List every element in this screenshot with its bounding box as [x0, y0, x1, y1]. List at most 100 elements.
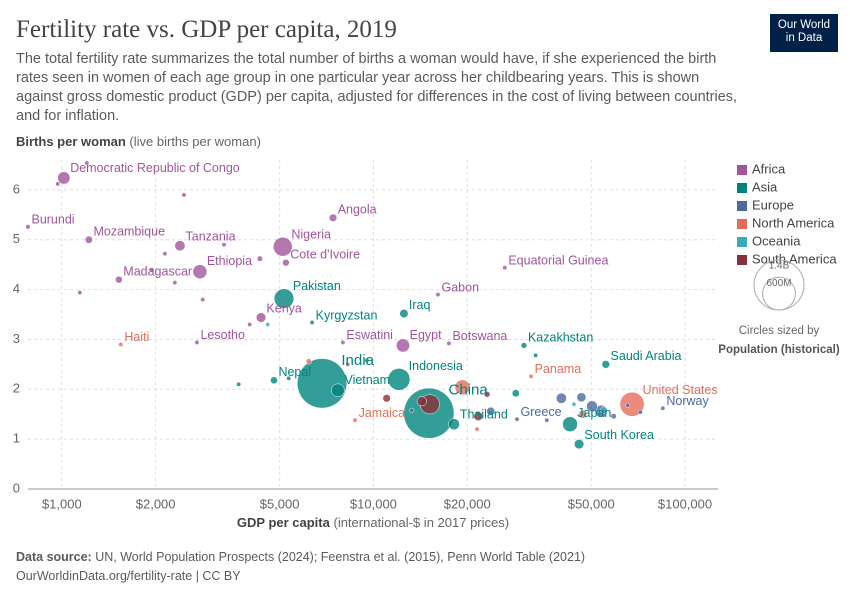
point — [448, 418, 460, 431]
point — [387, 368, 411, 391]
x-axis-note: (international-$ in 2017 prices) — [333, 515, 509, 530]
point — [286, 375, 292, 381]
point — [511, 389, 520, 398]
y-tick-label: 6 — [13, 181, 20, 196]
legend-label: North America — [752, 215, 835, 230]
y-axis-title: Births per woman — [16, 134, 126, 149]
legend-label: Europe — [752, 197, 794, 212]
point-label: Lesotho — [200, 328, 245, 342]
point-label: Norway — [666, 394, 709, 408]
legend-label: Oceania — [752, 233, 801, 248]
point — [396, 338, 410, 353]
point — [345, 361, 351, 367]
point-label: Cote d'Ivoire — [290, 248, 360, 262]
point-label: Eswatini — [346, 328, 393, 342]
source-label: Data source: — [16, 550, 92, 564]
logo[interactable]: Our World in Data — [770, 14, 838, 52]
point — [181, 192, 187, 198]
point — [514, 416, 520, 422]
x-axis-title: GDP per capita — [237, 515, 331, 530]
point — [84, 160, 90, 166]
point-label: Haiti — [124, 330, 149, 344]
point — [255, 312, 267, 323]
point — [221, 242, 227, 248]
point-label: Gabon — [441, 280, 479, 294]
point — [533, 352, 539, 358]
point — [162, 251, 168, 257]
legend-swatch — [737, 183, 747, 193]
point — [25, 224, 31, 230]
y-tick-label: 3 — [13, 331, 20, 346]
point — [247, 322, 253, 327]
point-label: United States — [643, 383, 718, 397]
point-label: India — [341, 352, 374, 369]
legend-label: Asia — [752, 179, 778, 194]
point — [574, 439, 585, 450]
url[interactable]: OurWorldinData.org/fertility-rate | CC B… — [16, 569, 241, 583]
point — [474, 426, 480, 432]
point — [57, 171, 71, 185]
legend-label: Africa — [752, 161, 786, 176]
point-label: Japan — [577, 406, 611, 420]
point-label: Burundi — [31, 212, 74, 226]
point-label: Kazakhstan — [528, 331, 593, 345]
legend-swatch — [737, 201, 747, 211]
x-tick-label: $5,000 — [260, 496, 300, 511]
point — [416, 396, 427, 407]
point — [600, 406, 608, 414]
size-legend-title: Circles sized by — [739, 325, 820, 337]
point — [399, 309, 409, 319]
point — [619, 391, 645, 417]
y-axis-note: (live births per woman) — [129, 134, 261, 149]
point-label: Tanzania — [186, 229, 236, 243]
legend-swatch — [737, 219, 747, 229]
point — [601, 360, 610, 369]
y-tick-label: 2 — [13, 381, 20, 396]
x-tick-label: $2,000 — [136, 496, 176, 511]
y-tick-label: 4 — [13, 281, 20, 296]
point-label: Nepal — [278, 365, 311, 379]
point — [446, 340, 452, 346]
logo-line: Our World — [777, 19, 831, 31]
point — [352, 417, 358, 423]
point-label: Vietnam — [344, 373, 390, 387]
chart-subtitle: The total fertility rate summarizes the … — [16, 51, 738, 124]
point — [174, 240, 186, 252]
point — [454, 379, 471, 396]
point — [309, 320, 315, 325]
point-label: China — [449, 382, 489, 399]
size-legend-circle — [762, 276, 796, 311]
point — [382, 394, 391, 403]
point — [625, 402, 631, 408]
x-axis-label: GDP per capita (international-$ in 2017 … — [237, 515, 509, 530]
point — [265, 322, 271, 327]
point — [118, 341, 124, 347]
x-tick-label: $10,000 — [350, 496, 397, 511]
point-label: Democratic Republic of Congo — [70, 161, 240, 175]
point-label: Saudi Arabia — [611, 349, 682, 363]
legend-label: South America — [752, 251, 837, 266]
point — [270, 376, 278, 385]
point — [331, 383, 345, 398]
point-label: Egypt — [410, 328, 442, 342]
point — [340, 339, 346, 345]
source: Data source: UN, World Population Prospe… — [16, 550, 585, 564]
y-axis-label: Births per woman (live births per woman) — [16, 134, 261, 149]
point — [483, 391, 491, 398]
point — [473, 411, 483, 421]
point — [555, 392, 567, 404]
size-legend-label: 600M — [766, 278, 791, 289]
legend-swatch — [737, 237, 747, 247]
point-label: Panama — [535, 362, 582, 376]
point-label: Equatorial Guinea — [508, 253, 608, 267]
point-label: Jamaica — [359, 406, 406, 420]
x-tick-label: $20,000 — [444, 496, 491, 511]
point-label: Nigeria — [291, 227, 331, 241]
point — [329, 213, 338, 222]
point — [194, 339, 200, 345]
point — [55, 181, 61, 187]
point — [273, 288, 295, 309]
point — [660, 405, 666, 411]
